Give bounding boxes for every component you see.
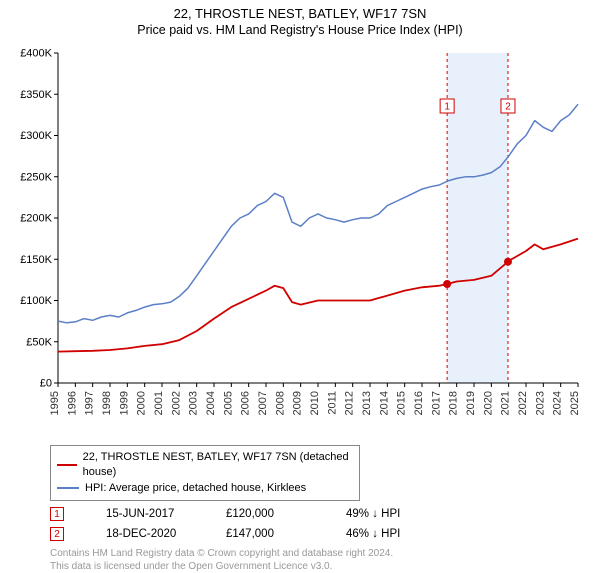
- chart-svg: 1 2 £0 £50K £100K £150K £200K £250K £300K £350K £4…: [10, 43, 590, 443]
- legend-item: HPI: Average price, detached house, Kirk…: [57, 481, 353, 496]
- sales-table: 1 15-JUN-2017 £120,000 49% ↓ HPI 2 18-DEC-202…: [50, 507, 590, 541]
- svg-text:£400K: £400K: [20, 48, 52, 60]
- sale-delta: 49% ↓ HPI: [346, 508, 424, 520]
- svg-text:2004: 2004: [205, 391, 217, 415]
- sale-date: 18-DEC-2020: [106, 528, 184, 540]
- legend-item: 22, THROSTLE NEST, BATLEY, WF17 7SN (det…: [57, 450, 353, 481]
- legend-swatch: [57, 464, 77, 466]
- legend-swatch: [57, 487, 79, 489]
- svg-text:2016: 2016: [413, 391, 425, 415]
- title-subtitle: Price paid vs. HM Land Registry's House …: [10, 23, 590, 37]
- svg-text:2008: 2008: [274, 391, 286, 415]
- sale-marker: 2: [50, 527, 64, 541]
- svg-text:£350K: £350K: [20, 89, 52, 101]
- svg-text:2017: 2017: [430, 391, 442, 415]
- svg-text:£100K: £100K: [20, 295, 52, 307]
- svg-text:2018: 2018: [448, 391, 460, 415]
- svg-text:1997: 1997: [84, 391, 96, 415]
- svg-text:1996: 1996: [66, 391, 78, 415]
- svg-text:2023: 2023: [534, 391, 546, 415]
- svg-text:2022: 2022: [517, 391, 529, 415]
- svg-text:2021: 2021: [500, 391, 512, 415]
- svg-text:£50K: £50K: [26, 336, 52, 348]
- svg-text:£200K: £200K: [20, 213, 52, 225]
- svg-text:1995: 1995: [49, 391, 61, 415]
- svg-text:2001: 2001: [153, 391, 165, 415]
- sale-row: 2 18-DEC-2020 £147,000 46% ↓ HPI: [50, 527, 590, 541]
- sale-price: £147,000: [226, 528, 304, 540]
- sale-delta: 46% ↓ HPI: [346, 528, 424, 540]
- svg-text:2003: 2003: [188, 391, 200, 415]
- svg-text:£300K: £300K: [20, 130, 52, 142]
- svg-text:2020: 2020: [482, 391, 494, 415]
- svg-text:2015: 2015: [396, 391, 408, 415]
- svg-text:2007: 2007: [257, 391, 269, 415]
- svg-text:2006: 2006: [240, 391, 252, 415]
- sale-date: 15-JUN-2017: [106, 508, 184, 520]
- chart: 1 2 £0 £50K £100K £150K £200K £250K £300K £350K £4…: [10, 43, 590, 443]
- legend-label: HPI: Average price, detached house, Kirk…: [85, 481, 306, 496]
- svg-text:2024: 2024: [552, 391, 564, 415]
- svg-text:1999: 1999: [118, 391, 130, 415]
- footer-line1: Contains HM Land Registry data © Crown c…: [50, 547, 590, 560]
- svg-text:2002: 2002: [170, 391, 182, 415]
- svg-text:2019: 2019: [465, 391, 477, 415]
- sale-price: £120,000: [226, 508, 304, 520]
- svg-text:2014: 2014: [378, 391, 390, 415]
- legend-label: 22, THROSTLE NEST, BATLEY, WF17 7SN (det…: [83, 450, 353, 481]
- svg-text:2012: 2012: [344, 391, 356, 415]
- svg-text:2009: 2009: [292, 391, 304, 415]
- svg-text:2: 2: [505, 102, 511, 113]
- svg-text:2013: 2013: [361, 391, 373, 415]
- svg-text:2025: 2025: [569, 391, 581, 415]
- footer-line2: This data is licensed under the Open Gov…: [50, 560, 590, 573]
- svg-text:£150K: £150K: [20, 254, 52, 266]
- svg-text:2010: 2010: [309, 391, 321, 415]
- legend: 22, THROSTLE NEST, BATLEY, WF17 7SN (det…: [50, 445, 360, 501]
- sale-row: 1 15-JUN-2017 £120,000 49% ↓ HPI: [50, 507, 590, 521]
- title-address: 22, THROSTLE NEST, BATLEY, WF17 7SN: [10, 6, 590, 21]
- footer: Contains HM Land Registry data © Crown c…: [50, 547, 590, 573]
- svg-text:2011: 2011: [326, 391, 338, 415]
- svg-text:2005: 2005: [222, 391, 234, 415]
- svg-text:£250K: £250K: [20, 171, 52, 183]
- sale-marker: 1: [50, 507, 64, 521]
- svg-text:1: 1: [444, 102, 450, 113]
- svg-text:1998: 1998: [101, 391, 113, 415]
- svg-text:2000: 2000: [136, 391, 148, 415]
- svg-text:£0: £0: [40, 378, 52, 390]
